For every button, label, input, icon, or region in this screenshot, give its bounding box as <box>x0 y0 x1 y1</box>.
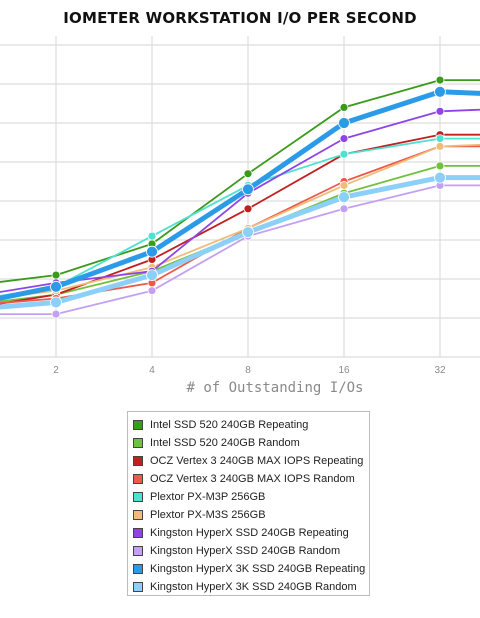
legend-label: Intel SSD 520 240GB Random <box>150 437 300 449</box>
data-point <box>435 161 445 171</box>
legend-label: Plextor PX-M3S 256GB <box>150 509 266 521</box>
legend-label: OCZ Vertex 3 240GB MAX IOPS Random <box>150 473 355 485</box>
legend-swatch <box>133 474 143 484</box>
legend-label: Kingston HyperX SSD 240GB Random <box>150 545 341 557</box>
legend-item: Intel SSD 520 240GB Random <box>133 434 369 452</box>
data-point <box>435 134 445 144</box>
data-point <box>434 171 446 184</box>
legend-label: Plextor PX-M3P 256GB <box>150 491 266 503</box>
series-8 <box>0 85 480 301</box>
data-point <box>435 141 445 151</box>
legend-item: OCZ Vertex 3 240GB MAX IOPS Random <box>133 470 369 488</box>
series-9 <box>0 171 480 310</box>
legend-swatch <box>133 456 143 466</box>
x-tick-label: 8 <box>245 365 251 376</box>
legend-swatch <box>133 582 143 592</box>
x-tick-label: 16 <box>338 365 350 376</box>
series-line <box>0 133 480 305</box>
data-point <box>339 149 349 159</box>
data-point <box>243 204 253 214</box>
legend-item: Kingston HyperX SSD 240GB Repeating <box>133 524 369 542</box>
series-line <box>0 184 480 316</box>
legend-label: Kingston HyperX 3K SSD 240GB Random <box>150 581 357 593</box>
legend-item: Intel SSD 520 240GB Repeating <box>133 416 369 434</box>
data-point <box>146 269 158 282</box>
legend-swatch <box>133 528 143 538</box>
data-point <box>50 296 62 309</box>
data-point <box>435 106 445 116</box>
data-point <box>242 183 254 196</box>
x-tick-label: 4 <box>149 365 155 376</box>
data-point <box>339 103 349 112</box>
legend-swatch <box>133 492 143 502</box>
data-point <box>50 280 62 293</box>
data-point <box>338 191 350 204</box>
data-point <box>435 75 445 85</box>
data-point <box>146 245 158 258</box>
legend-swatch <box>133 420 143 430</box>
data-point <box>147 231 157 241</box>
legend-label: Intel SSD 520 240GB Repeating <box>150 419 309 431</box>
legend-swatch <box>133 546 143 556</box>
legend-item: Kingston HyperX 3K SSD 240GB Random <box>133 578 369 596</box>
data-point <box>242 226 254 239</box>
series-lines <box>0 75 480 319</box>
legend-label: Kingston HyperX SSD 240GB Repeating <box>150 527 349 539</box>
data-point <box>339 134 349 144</box>
x-tick-labels: 2 4 8 16 32 <box>53 365 446 376</box>
legend-item: OCZ Vertex 3 240GB MAX IOPS Repeating <box>133 452 369 470</box>
legend-item: Kingston HyperX 3K SSD 240GB Repeating <box>133 560 369 578</box>
data-point <box>338 117 350 129</box>
legend-label: Kingston HyperX 3K SSD 240GB Repeating <box>150 563 366 575</box>
legend-item: Kingston HyperX SSD 240GB Random <box>133 542 369 560</box>
data-point <box>51 270 61 280</box>
data-point <box>339 204 349 214</box>
x-tick-label: 2 <box>53 365 59 376</box>
chart-title: IOMETER WORKSTATION I/O PER SECOND <box>63 9 417 27</box>
data-point <box>147 286 157 296</box>
legend-item: Plextor PX-M3P 256GB <box>133 488 369 506</box>
data-point <box>51 309 61 319</box>
legend-item: Plextor PX-M3S 256GB <box>133 506 369 524</box>
data-point <box>434 85 446 98</box>
legend-swatch <box>133 438 143 448</box>
legend-label: OCZ Vertex 3 240GB MAX IOPS Repeating <box>150 455 364 467</box>
x-tick-label: 32 <box>434 365 446 376</box>
legend-swatch <box>133 564 143 574</box>
data-point <box>243 169 253 179</box>
legend: Intel SSD 520 240GB Repeating Intel SSD 5… <box>127 411 370 596</box>
data-point <box>339 180 349 190</box>
x-axis-label: # of Outstanding I/Os <box>186 380 364 396</box>
legend-swatch <box>133 510 143 520</box>
series-0 <box>0 75 480 283</box>
series-line <box>0 137 480 297</box>
